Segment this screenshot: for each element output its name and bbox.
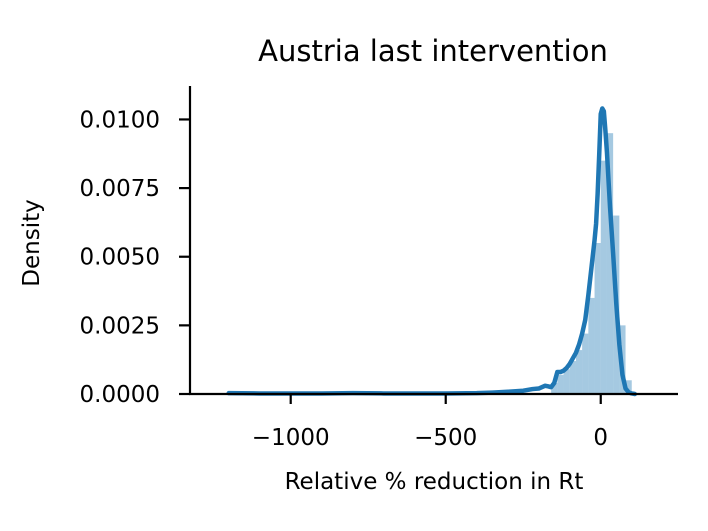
histogram-bar	[588, 297, 595, 394]
y-axis-label: Density	[19, 199, 45, 286]
y-tick-label: 0.0025	[80, 313, 160, 339]
x-axis-ticks: −1000 −500 0	[252, 394, 608, 451]
x-axis-label: Relative % reduction in Rt	[285, 469, 584, 495]
x-tick-label: −500	[414, 425, 477, 451]
y-tick-label: 0.0100	[80, 107, 160, 133]
kde-density-line	[226, 106, 638, 397]
histogram-bar	[625, 380, 632, 394]
histogram-bar	[563, 369, 570, 394]
histogram-bar	[569, 361, 576, 394]
plot-area	[226, 106, 638, 397]
histogram-bar	[600, 160, 607, 394]
chart-title: Austria last intervention	[258, 34, 608, 68]
x-tick-label: 0	[593, 425, 608, 451]
y-tick-label: 0.0075	[80, 176, 160, 202]
y-axis-ticks: 0.0000 0.0025 0.0050 0.0075 0.0100	[80, 107, 190, 408]
histogram-bar	[606, 133, 614, 394]
histogram-bar	[575, 350, 583, 394]
histogram-bar	[551, 383, 558, 394]
histogram-bar	[594, 243, 601, 394]
histogram-bar	[582, 333, 589, 394]
histogram-bar	[557, 374, 564, 394]
y-tick-label: 0.0000	[80, 382, 160, 408]
y-tick-label: 0.0050	[80, 245, 160, 271]
x-tick-label: −1000	[252, 425, 330, 451]
